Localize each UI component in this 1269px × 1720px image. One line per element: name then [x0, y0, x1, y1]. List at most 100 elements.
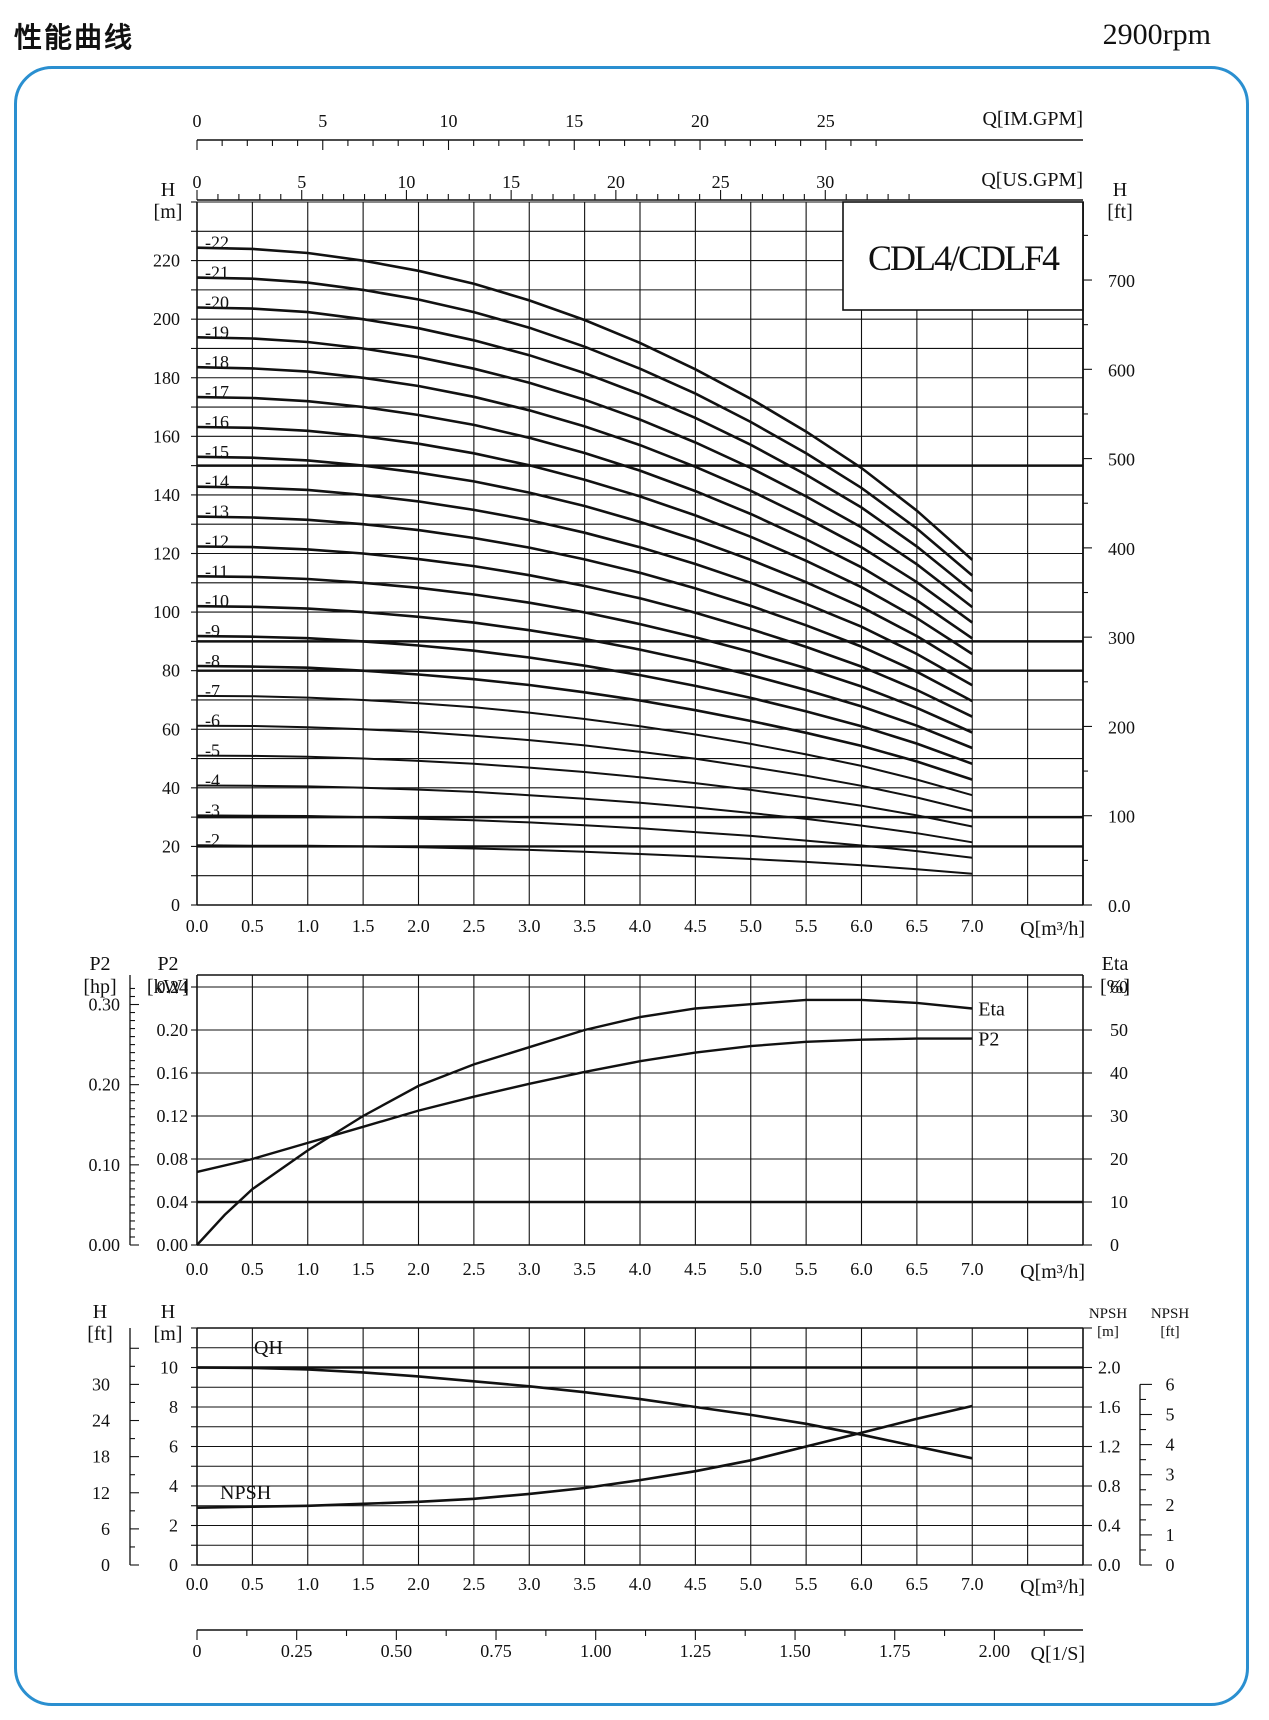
- h-ft-axis-unit: [ft]: [1107, 201, 1133, 223]
- x-axis-label: Q[m³/h]: [1020, 1576, 1085, 1598]
- npsh-ft-tick-label: 5: [1166, 1405, 1175, 1425]
- kw-tick-label: 0.12: [157, 1106, 189, 1126]
- h-ft-axis-label: H: [93, 1301, 107, 1323]
- curve-stage-5: [196, 754, 973, 828]
- x-tick-label: 5.0: [740, 1574, 763, 1594]
- x-tick-label: 4.0: [629, 1574, 652, 1594]
- x-tick-label: 6.0: [850, 916, 873, 936]
- ft-tick-label: 600: [1108, 360, 1135, 380]
- stage-label: -13: [205, 502, 229, 522]
- h-tick-label: 40: [162, 778, 180, 798]
- stage-label: -17: [205, 382, 229, 402]
- h-m-axis-unit: [m]: [154, 1323, 183, 1345]
- x-axis-label: Q[m³/h]: [1020, 918, 1085, 940]
- hp-axis-label: P2: [89, 953, 110, 975]
- x-tick-label: 0.0: [186, 1574, 209, 1594]
- page-title: 性能曲线: [14, 21, 135, 54]
- series-label-npsh: NPSH: [220, 1482, 271, 1504]
- h-m-tick-label: 8: [169, 1397, 178, 1417]
- stage-label: -7: [205, 681, 220, 701]
- h-m-axis-label: H: [161, 1301, 175, 1323]
- kw-tick-label: 0.24: [157, 977, 189, 997]
- h-tick-label: 100: [153, 602, 180, 622]
- x-tick-label: 3.0: [518, 916, 541, 936]
- curve-stage-21: [196, 276, 974, 577]
- eta-tick-label: 30: [1110, 1106, 1128, 1126]
- ft-tick-label: 200: [1108, 717, 1135, 737]
- h-m-tick-label: 10: [160, 1358, 178, 1378]
- curve-stage-13: [196, 515, 973, 703]
- x-tick-label: 1.5: [352, 916, 375, 936]
- npsh-ft-axis-unit: [ft]: [1160, 1324, 1179, 1340]
- x-tick-label: 2.5: [463, 1574, 486, 1594]
- npsh-ft-tick-label: 0: [1166, 1555, 1175, 1575]
- x-tick-label: 4.0: [629, 916, 652, 936]
- ft-tick-label: 500: [1108, 450, 1135, 470]
- x-tick-label: 3.5: [573, 1259, 596, 1279]
- model-box: [842, 201, 1084, 311]
- h-tick-label: 160: [153, 426, 180, 446]
- h-ft-tick-label: 30: [92, 1374, 110, 1394]
- x-tick-label: 7.0: [961, 1259, 984, 1279]
- stage-label: -14: [205, 472, 229, 492]
- x-tick-label: 0.5: [241, 1574, 264, 1594]
- eta-axis-unit: [%]: [1100, 976, 1130, 998]
- x-tick-label: 4.5: [684, 916, 707, 936]
- x-tick-label: 0.5: [241, 1259, 264, 1279]
- ls-tick-label: 1.75: [879, 1641, 911, 1661]
- stage-label: -5: [205, 741, 220, 761]
- stage-label: -12: [205, 531, 229, 551]
- eta-tick-label: 50: [1110, 1020, 1128, 1040]
- stage-label: -6: [205, 711, 220, 731]
- npsh-m-tick-label: 1.6: [1098, 1397, 1121, 1417]
- h-tick-label: 80: [162, 661, 180, 681]
- im-tick-label: 5: [318, 111, 327, 131]
- ls-axis-label: Q[1/S]: [1031, 1643, 1085, 1665]
- h-ft-tick-label: 6: [101, 1519, 110, 1539]
- curve-stage-9: [196, 634, 973, 766]
- h-tick-label: 200: [153, 309, 180, 329]
- x-tick-label: 3.5: [573, 916, 596, 936]
- x-tick-label: 0.0: [186, 1259, 209, 1279]
- series-label-qh: QH: [254, 1337, 283, 1359]
- x-tick-label: 2.0: [407, 1574, 430, 1594]
- ls-tick-label: 0.50: [381, 1641, 413, 1661]
- h-m-tick-label: 4: [169, 1476, 178, 1496]
- npsh-m-axis-label: NPSH: [1089, 1306, 1128, 1322]
- stage-label: -10: [205, 591, 229, 611]
- kw-tick-label: 0.20: [157, 1020, 189, 1040]
- x-tick-label: 4.5: [684, 1259, 707, 1279]
- x-tick-label: 7.0: [961, 1574, 984, 1594]
- x-tick-label: 2.0: [407, 1259, 430, 1279]
- h-ft-axis-label: H: [1113, 179, 1127, 201]
- x-tick-label: 1.0: [297, 1574, 320, 1594]
- speed-label: 2900rpm: [1102, 18, 1211, 51]
- x-tick-label: 2.5: [463, 1259, 486, 1279]
- h-tick-label: 60: [162, 719, 180, 739]
- npsh-ft-tick-label: 1: [1166, 1525, 1175, 1545]
- stage-label: -11: [205, 561, 228, 581]
- eta-tick-label: 40: [1110, 1063, 1128, 1083]
- curve-stage-18: [196, 365, 974, 624]
- im-axis-label: Q[IM.GPM]: [982, 108, 1083, 130]
- series-label-p2: P2: [978, 1029, 999, 1051]
- x-tick-label: 5.0: [740, 1259, 763, 1279]
- curve-stage-10: [196, 604, 973, 750]
- hp-tick-label: 0.00: [89, 1235, 121, 1255]
- ft-tick-label: 400: [1108, 539, 1135, 559]
- hp-tick-label: 0.30: [89, 995, 121, 1015]
- x-tick-label: 3.5: [573, 1574, 596, 1594]
- us-tick-label: 5: [297, 172, 306, 192]
- curve-stage-19: [196, 336, 974, 609]
- stage-label: -9: [205, 621, 220, 641]
- curve-p2: [196, 1037, 973, 1174]
- hp-axis-unit: [hp]: [83, 976, 116, 998]
- x-tick-label: 4.5: [684, 1574, 707, 1594]
- series-label-eta: Eta: [978, 999, 1005, 1021]
- x-tick-label: 2.0: [407, 916, 430, 936]
- us-axis-label: Q[US.GPM]: [981, 169, 1083, 191]
- x-tick-label: 4.0: [629, 1259, 652, 1279]
- x-tick-label: 5.5: [795, 1574, 818, 1594]
- curve-stage-15: [196, 455, 973, 671]
